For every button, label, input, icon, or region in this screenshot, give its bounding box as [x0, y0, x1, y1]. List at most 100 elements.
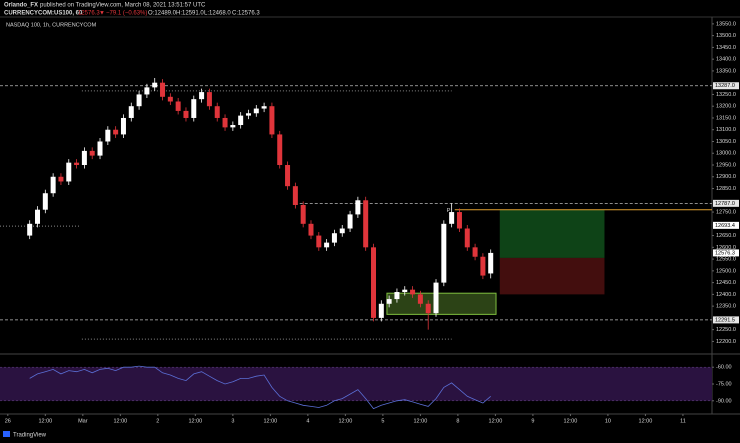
x-tick-label: 12:00	[564, 418, 578, 424]
y-tick-label: 13400.0	[716, 57, 736, 63]
y-tick-label: 12600.0	[716, 245, 736, 251]
y-tick-label: 12250.0	[716, 327, 736, 333]
y-tick-label: 12200.0	[716, 339, 736, 345]
close-value: C:12576.3	[232, 11, 260, 17]
level-tag-label: 12787.0	[715, 201, 735, 207]
candle-body	[35, 209, 41, 224]
candle-body	[410, 289, 416, 295]
y-tick-label: 12450.0	[716, 280, 736, 286]
candle-body	[355, 200, 361, 215]
candle-body	[175, 101, 181, 111]
x-tick-label: 3	[231, 418, 234, 424]
candle-body	[152, 82, 158, 88]
y-tick-label: 13550.0	[716, 21, 736, 27]
y-tick-label: 13000.0	[716, 151, 736, 157]
target-box	[499, 209, 605, 258]
candle-body	[480, 256, 486, 276]
candle-body	[464, 228, 470, 248]
candle-body	[27, 223, 33, 236]
candle-body	[183, 110, 189, 118]
x-tick-label: 12:00	[188, 418, 202, 424]
change: −79.1 (−0.63%)	[106, 11, 147, 17]
candle-body	[277, 134, 283, 166]
indicator-tick-label: -60.00	[716, 365, 732, 371]
level-tag	[713, 82, 739, 90]
candle-body	[441, 223, 447, 283]
y-tick-label: 13100.0	[716, 127, 736, 133]
author: Orlando_FX	[4, 3, 38, 9]
candle-body	[81, 150, 87, 166]
published: published on TradingView.com, March 08, …	[40, 3, 206, 9]
y-tick-label: 13050.0	[716, 139, 736, 145]
change-arrow: ▼	[99, 11, 105, 17]
candle-body	[425, 303, 431, 314]
candle-body	[339, 228, 345, 234]
level-tag-label: 12291.5	[715, 317, 735, 323]
candle-body	[285, 165, 291, 187]
chart-title: NASDAQ 100, 1h, CURRENCYCOM	[6, 22, 97, 28]
indicator-band	[0, 367, 712, 401]
y-tick-label: 12750.0	[716, 210, 736, 216]
candle-body	[394, 292, 400, 300]
candle-body	[292, 186, 298, 205]
candle-body	[42, 193, 48, 210]
x-tick-label: 12:00	[38, 418, 52, 424]
candle-body	[245, 113, 251, 116]
candle-body	[66, 162, 72, 182]
y-tick-label: 12550.0	[716, 257, 736, 263]
x-tick-label: 12:00	[414, 418, 428, 424]
y-tick-label: 13150.0	[716, 115, 736, 121]
candle-body	[269, 106, 275, 135]
level-tag-label: 13287.0	[715, 83, 735, 89]
x-tick-label: 8	[456, 418, 459, 424]
y-tick-label: 13500.0	[716, 33, 736, 39]
candle-body	[347, 214, 353, 229]
candle-body	[433, 282, 439, 314]
candle-body	[89, 150, 95, 156]
x-tick-label: 11	[680, 418, 686, 424]
y-tick-label: 12500.0	[716, 268, 736, 274]
indicator-tick-label: -90.00	[716, 398, 732, 404]
candle-body	[402, 289, 408, 293]
level-tag	[713, 199, 739, 207]
demand-zone	[386, 292, 497, 315]
candle-body	[308, 223, 314, 236]
candle-body	[300, 204, 306, 224]
candle-body	[120, 117, 126, 135]
y-tick-label: 12400.0	[716, 292, 736, 298]
candle-body	[324, 242, 330, 248]
candle-body	[105, 129, 111, 142]
price-tag	[713, 249, 739, 257]
y-tick-label: 12850.0	[716, 186, 736, 192]
candle-body	[97, 141, 103, 156]
x-tick-label: 12:00	[338, 418, 352, 424]
candle-body	[449, 212, 455, 224]
x-tick-label: 12:00	[113, 418, 127, 424]
candle-body	[472, 247, 478, 257]
y-tick-label: 12900.0	[716, 174, 736, 180]
x-tick-label: Mar	[78, 418, 88, 424]
candle-body	[456, 212, 462, 229]
y-tick-label: 13350.0	[716, 68, 736, 74]
price-tag-label: 12693.4	[715, 223, 735, 229]
candle-body	[222, 117, 228, 128]
candle-body	[386, 299, 392, 304]
candle-body	[378, 303, 384, 318]
candle-body	[167, 96, 173, 102]
price-tag-label: 12576.3	[715, 250, 735, 256]
y-tick-label: 13250.0	[716, 92, 736, 98]
candle-body	[230, 125, 236, 128]
candle-body	[417, 294, 423, 304]
candle-body	[50, 176, 56, 194]
x-tick-label: 12:00	[263, 418, 277, 424]
y-tick-label: 12350.0	[716, 304, 736, 310]
x-tick-label: 2	[156, 418, 159, 424]
y-tick-label: 13200.0	[716, 104, 736, 110]
indicator-line	[29, 365, 491, 410]
last-price: 12576.3	[78, 11, 100, 17]
candle-body	[261, 106, 267, 109]
symbol: CURRENCYCOM:US100, 60	[4, 11, 83, 17]
high-value: H:12591.0	[176, 11, 204, 17]
